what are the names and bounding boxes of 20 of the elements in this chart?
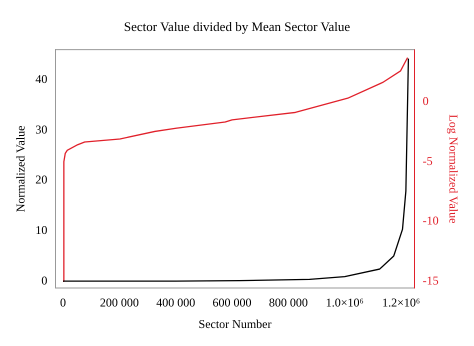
y-axis-title: Normalized Value — [13, 126, 28, 212]
x-tick-label: 600 000 — [212, 296, 252, 310]
x-axis-title: Sector Number — [198, 316, 272, 331]
y2-tick-label: -5 — [422, 154, 433, 168]
y2-tick-label: -15 — [422, 274, 439, 288]
y-tick-label: 40 — [35, 72, 48, 86]
y-tick-label: 20 — [35, 172, 48, 187]
x-tick-label: 400 000 — [156, 296, 196, 310]
x-tick-label: 800 000 — [268, 296, 308, 310]
x-tick-label: 1.2×10⁶ — [382, 296, 420, 310]
x-tick-label: 1.0×10⁶ — [326, 296, 364, 310]
y-tick-label: 0 — [41, 273, 48, 288]
chart-title: Sector Value divided by Mean Sector Value — [124, 19, 350, 34]
x-tick-label: 200 000 — [100, 296, 139, 310]
y2-tick-label: 0 — [422, 94, 429, 108]
x-tick-label: 0 — [60, 296, 66, 310]
y2-tick-label: -10 — [422, 214, 439, 228]
y-tick-label: 30 — [35, 122, 48, 136]
y2-axis-title: Log Normalized Value — [446, 114, 461, 224]
y-tick-label: 10 — [35, 222, 48, 237]
